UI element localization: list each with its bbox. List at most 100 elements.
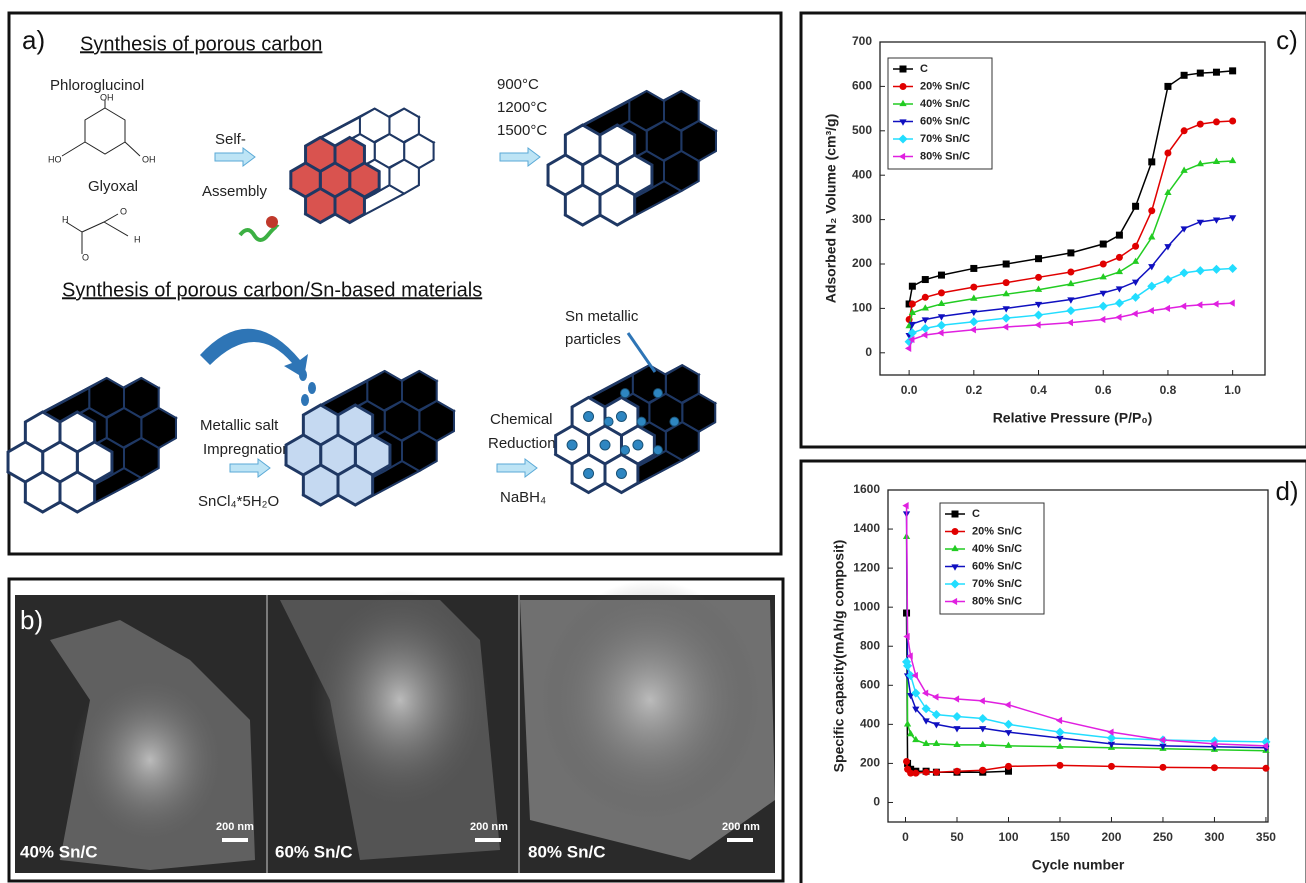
data-point xyxy=(921,324,930,333)
image-caption: 40% Sn/C xyxy=(20,842,97,861)
data-point xyxy=(1116,254,1123,261)
data-point xyxy=(1181,72,1188,79)
panel-label: b) xyxy=(20,605,43,635)
data-point xyxy=(979,767,986,774)
data-point xyxy=(1164,305,1170,312)
data-point xyxy=(1099,316,1105,323)
arrow xyxy=(200,329,308,378)
pore xyxy=(338,465,373,505)
data-point xyxy=(938,289,945,296)
x-tick-label: 0.6 xyxy=(1095,383,1112,397)
data-point xyxy=(979,697,985,704)
data-point xyxy=(1002,314,1011,323)
particle xyxy=(600,440,610,450)
data-point xyxy=(1131,293,1140,302)
data-point xyxy=(1099,302,1108,311)
data-point xyxy=(1035,255,1042,262)
data-point xyxy=(1229,118,1236,125)
data-point xyxy=(1005,742,1012,748)
series-line xyxy=(907,662,1266,742)
label: Assembly xyxy=(202,183,268,200)
data-point xyxy=(1116,232,1123,239)
data-point xyxy=(1056,762,1063,769)
y-tick-label: 800 xyxy=(860,638,880,652)
data-point xyxy=(1211,764,1218,771)
x-tick-label: 300 xyxy=(1204,830,1224,844)
data-point xyxy=(903,758,910,765)
data-point xyxy=(1148,207,1155,214)
data-point xyxy=(922,276,929,283)
label: 1200°C xyxy=(497,99,547,116)
data-point xyxy=(1212,300,1218,307)
data-point xyxy=(1003,261,1010,268)
panel-label: c) xyxy=(1276,25,1298,55)
channel-end xyxy=(124,438,159,478)
x-tick-label: 250 xyxy=(1153,830,1173,844)
y-tick-label: 500 xyxy=(852,123,872,137)
particle xyxy=(621,389,630,398)
data-point xyxy=(1164,150,1171,157)
data-point xyxy=(1132,203,1139,210)
pore xyxy=(600,185,635,225)
data-point xyxy=(953,726,960,732)
data-point xyxy=(1003,306,1010,312)
data-point xyxy=(1115,299,1124,308)
porous-structure xyxy=(548,91,716,225)
particle xyxy=(616,412,626,422)
scale-label: 200 nm xyxy=(216,821,254,833)
particle xyxy=(584,469,594,479)
y-tick-label: 200 xyxy=(852,256,872,270)
y-tick-label: 1400 xyxy=(853,521,880,535)
legend-label: 80% Sn/C xyxy=(972,595,1022,607)
image-caption: 60% Sn/C xyxy=(275,842,352,861)
particle xyxy=(670,417,679,426)
data-point xyxy=(1003,279,1010,286)
data-point xyxy=(937,321,946,330)
y-tick-label: 1000 xyxy=(853,599,880,613)
porous-structure xyxy=(291,109,434,223)
particle xyxy=(604,417,613,426)
data-point xyxy=(1213,69,1220,76)
data-point xyxy=(1108,763,1115,770)
y-tick-label: 600 xyxy=(860,677,880,691)
data-point xyxy=(932,693,938,700)
particle xyxy=(621,446,630,455)
label: Phloroglucinol xyxy=(50,77,144,94)
data-point xyxy=(923,769,930,776)
data-point xyxy=(907,730,914,736)
scale-label: 200 nm xyxy=(470,821,508,833)
x-tick-label: 350 xyxy=(1256,830,1276,844)
chart: 0501001502002503003500200400600800100012… xyxy=(831,476,1299,873)
data-point xyxy=(1100,261,1107,268)
data-point xyxy=(1262,765,1269,772)
label: Impregnation xyxy=(203,441,291,458)
legend-label: 60% Sn/C xyxy=(972,560,1022,572)
label: Sn metallic xyxy=(565,308,639,325)
legend-label: 70% Sn/C xyxy=(972,578,1022,590)
label: Reduction xyxy=(488,435,556,452)
data-point xyxy=(1035,274,1042,281)
data-point xyxy=(938,272,945,279)
salt-particle xyxy=(299,369,307,381)
data-point xyxy=(953,695,959,702)
particle xyxy=(633,440,643,450)
panel-frame xyxy=(801,13,1306,447)
atom-label: OH xyxy=(142,154,156,164)
atom-label: H xyxy=(134,234,141,244)
x-tick-label: 0.0 xyxy=(901,383,918,397)
x-tick-label: 0 xyxy=(902,830,909,844)
data-point xyxy=(970,284,977,291)
data-point xyxy=(902,502,908,509)
data-point xyxy=(1181,127,1188,134)
x-axis-title: Relative Pressure (P/P₀) xyxy=(993,410,1153,426)
label: SnCl₄*5H₂O xyxy=(198,493,279,510)
data-point xyxy=(904,720,911,726)
pore xyxy=(303,465,338,505)
x-tick-label: 200 xyxy=(1101,830,1121,844)
data-point xyxy=(1131,310,1137,317)
x-tick-label: 0.8 xyxy=(1160,383,1177,397)
atom-label: O xyxy=(120,206,127,216)
data-point xyxy=(1056,717,1062,724)
pore xyxy=(306,189,335,223)
data-point xyxy=(1132,243,1139,250)
